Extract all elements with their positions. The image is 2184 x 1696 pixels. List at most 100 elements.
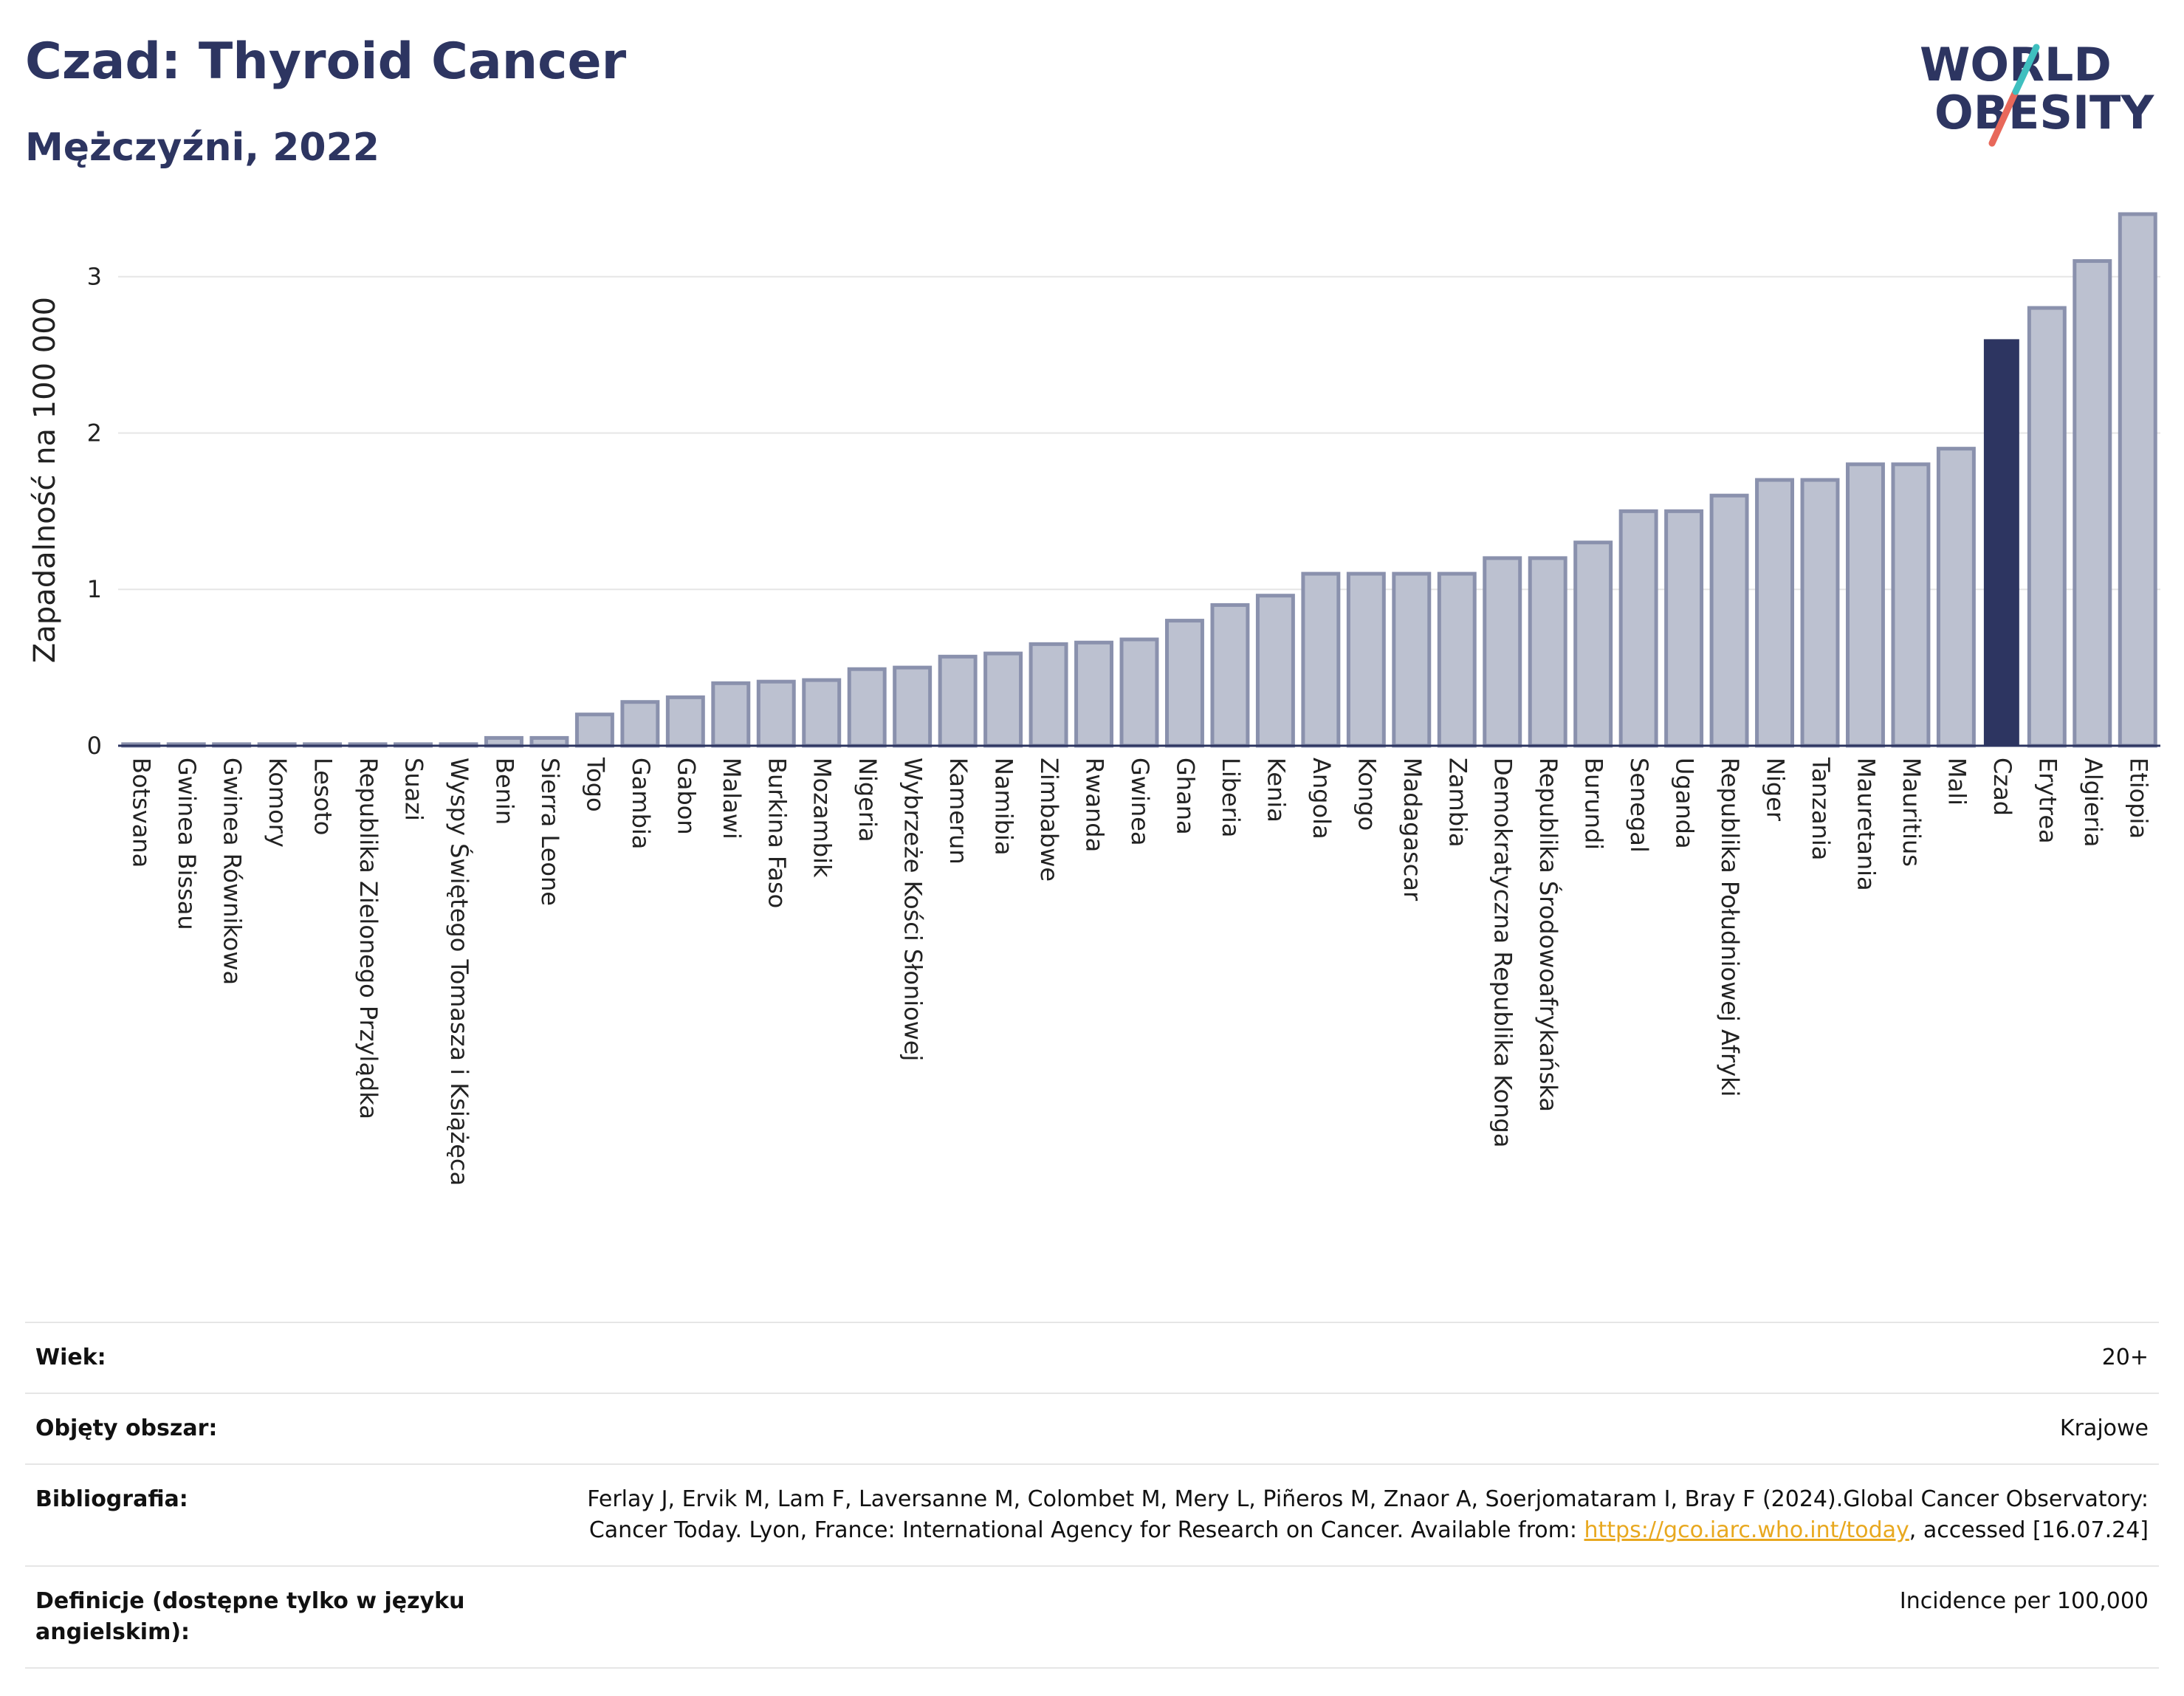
x-tick-label: Kongo <box>1353 758 1381 831</box>
x-tick-label: Algieria <box>2079 758 2107 847</box>
world-obesity-logo: WORLD OBESITY <box>1920 38 2154 147</box>
bar <box>1255 594 1295 748</box>
info-label: Objęty obszar: <box>35 1415 218 1441</box>
x-tick-label: Etiopia <box>2124 758 2152 839</box>
x-tick-label: Republika Zielonego Przylądka <box>354 758 382 1119</box>
x-tick-label: Burkina Faso <box>763 758 791 908</box>
bar <box>1936 447 1976 748</box>
bar <box>1392 571 1432 748</box>
bar <box>2027 306 2067 748</box>
x-tick-label: Komory <box>264 758 292 848</box>
bar <box>2118 212 2157 748</box>
bar <box>1573 540 1613 748</box>
x-tick-label: Czad <box>1988 758 2016 816</box>
bar <box>756 679 796 748</box>
bibliography-link[interactable]: https://gco.iarc.who.int/today <box>1584 1517 1909 1543</box>
y-tick-label: 1 <box>87 575 102 603</box>
x-tick-label: Erytrea <box>2033 758 2061 844</box>
info-row-definitions: Definicje (dostępne tylko w języku angie… <box>25 1565 2159 1669</box>
y-tick-label: 3 <box>87 263 102 291</box>
x-tick-label: Kamerun <box>944 758 972 865</box>
bar <box>1210 602 1250 748</box>
x-tick-label: Rwanda <box>1081 758 1109 852</box>
bar <box>893 665 933 748</box>
page-title: Czad: Thyroid Cancer <box>25 32 627 91</box>
logo-line1: WORLD <box>1920 38 2112 92</box>
x-tick-label: Demokratyczna Republika Konga <box>1489 758 1517 1147</box>
x-tick-label: Gabon <box>672 758 700 835</box>
bar <box>1346 571 1386 748</box>
bar <box>1074 640 1114 748</box>
info-row-area: Objęty obszar: Krajowe <box>25 1393 2159 1463</box>
x-tick-label: Nigeria <box>854 758 882 842</box>
info-row-age: Wiek: 20+ <box>25 1322 2159 1393</box>
x-tick-label: Burundi <box>1580 758 1608 850</box>
bar <box>1755 478 1795 748</box>
x-tick-label: Wyspy Świętego Tomasza i Książęca <box>445 758 474 1186</box>
info-label: Bibliografia: <box>35 1486 188 1512</box>
y-axis-ticks: 0 1 2 3 <box>87 263 102 760</box>
x-tick-label: Namibia <box>990 758 1018 855</box>
x-tick-label: Wybrzeże Kości Słoniowej <box>899 758 927 1061</box>
x-tick-label: Niger <box>1762 758 1790 822</box>
x-tick-label: Mali <box>1943 758 1971 806</box>
bars <box>121 212 2157 748</box>
info-label: Wiek: <box>35 1345 106 1370</box>
x-tick-label: Tanzania <box>1807 757 1835 860</box>
x-tick-label: Senegal <box>1625 758 1653 853</box>
info-row-bibliography: Bibliografia: Ferlay J, Ervik M, Lam F, … <box>25 1463 2159 1565</box>
info-value: Ferlay J, Ervik M, Lam F, Laversanne M, … <box>524 1484 2149 1546</box>
bar-chart: 0 1 2 3 Botsvana Gwinea Bissau Gwinea Równiko… <box>28 212 2160 1186</box>
x-tick-label: Malawi <box>718 758 746 840</box>
y-tick-label: 0 <box>87 732 102 760</box>
x-tick-label: Madagascar <box>1398 758 1426 902</box>
x-tick-label: Gwinea <box>1126 758 1154 845</box>
bar <box>1301 571 1341 748</box>
bar <box>1709 493 1749 748</box>
bar <box>1800 478 1840 748</box>
logo-slash-top <box>2012 44 2040 95</box>
x-tick-label: Mauretania <box>1852 758 1880 891</box>
x-tick-label: Sierra Leone <box>536 758 564 906</box>
bar <box>1664 509 1704 748</box>
x-tick-label: Lesoto <box>309 758 337 835</box>
x-tick-label: Botsvana <box>128 758 156 868</box>
info-value: Incidence per 100,000 <box>1899 1588 2149 1614</box>
bibliography-text: Ferlay J, Ervik M, Lam F, Laversanne M, … <box>587 1486 2149 1543</box>
bar <box>529 735 569 748</box>
bar <box>1029 642 1068 748</box>
x-tick-label: Mozambik <box>808 758 837 878</box>
bar <box>1845 462 1885 748</box>
y-axis-title: Zapadalność na 100 000 <box>28 297 62 663</box>
x-tick-label: Mauritius <box>1898 758 1926 867</box>
x-tick-label: Liberia <box>1217 758 1245 837</box>
x-tick-label: Gambia <box>627 758 655 849</box>
bar <box>2073 259 2112 748</box>
bar <box>1483 556 1522 748</box>
page-subtitle: Mężczyźni, 2022 <box>25 126 380 170</box>
x-tick-label: Republika Południowej Afryki <box>1716 758 1744 1097</box>
bar <box>574 713 614 748</box>
logo-line2: OBESITY <box>1934 86 2154 140</box>
x-tick-label: Suazi <box>400 758 428 821</box>
x-tick-label: Kenia <box>1262 758 1290 823</box>
info-value: 20+ <box>2101 1345 2149 1370</box>
x-tick-label: Gwinea Równikowa <box>219 758 247 985</box>
bar <box>1983 339 2019 746</box>
bar <box>620 700 660 748</box>
bar <box>665 695 705 748</box>
y-tick-label: 2 <box>87 419 102 447</box>
x-tick-label: Benin <box>490 758 518 825</box>
bar <box>1891 462 1931 748</box>
bar <box>1618 509 1658 748</box>
bar <box>711 681 751 748</box>
x-tick-label: Togo <box>581 757 609 812</box>
x-tick-label: Uganda <box>1671 758 1699 849</box>
x-tick-label: Zimbabwe <box>1035 758 1063 882</box>
x-tick-label: Ghana <box>1171 758 1199 835</box>
bar <box>1164 619 1204 748</box>
bibliography-accessed: , accessed [16.07.24] <box>1909 1517 2149 1543</box>
x-tick-label: Republika Środowoafrykańska <box>1534 758 1563 1112</box>
bar <box>1437 571 1477 748</box>
info-value: Krajowe <box>2059 1415 2149 1441</box>
